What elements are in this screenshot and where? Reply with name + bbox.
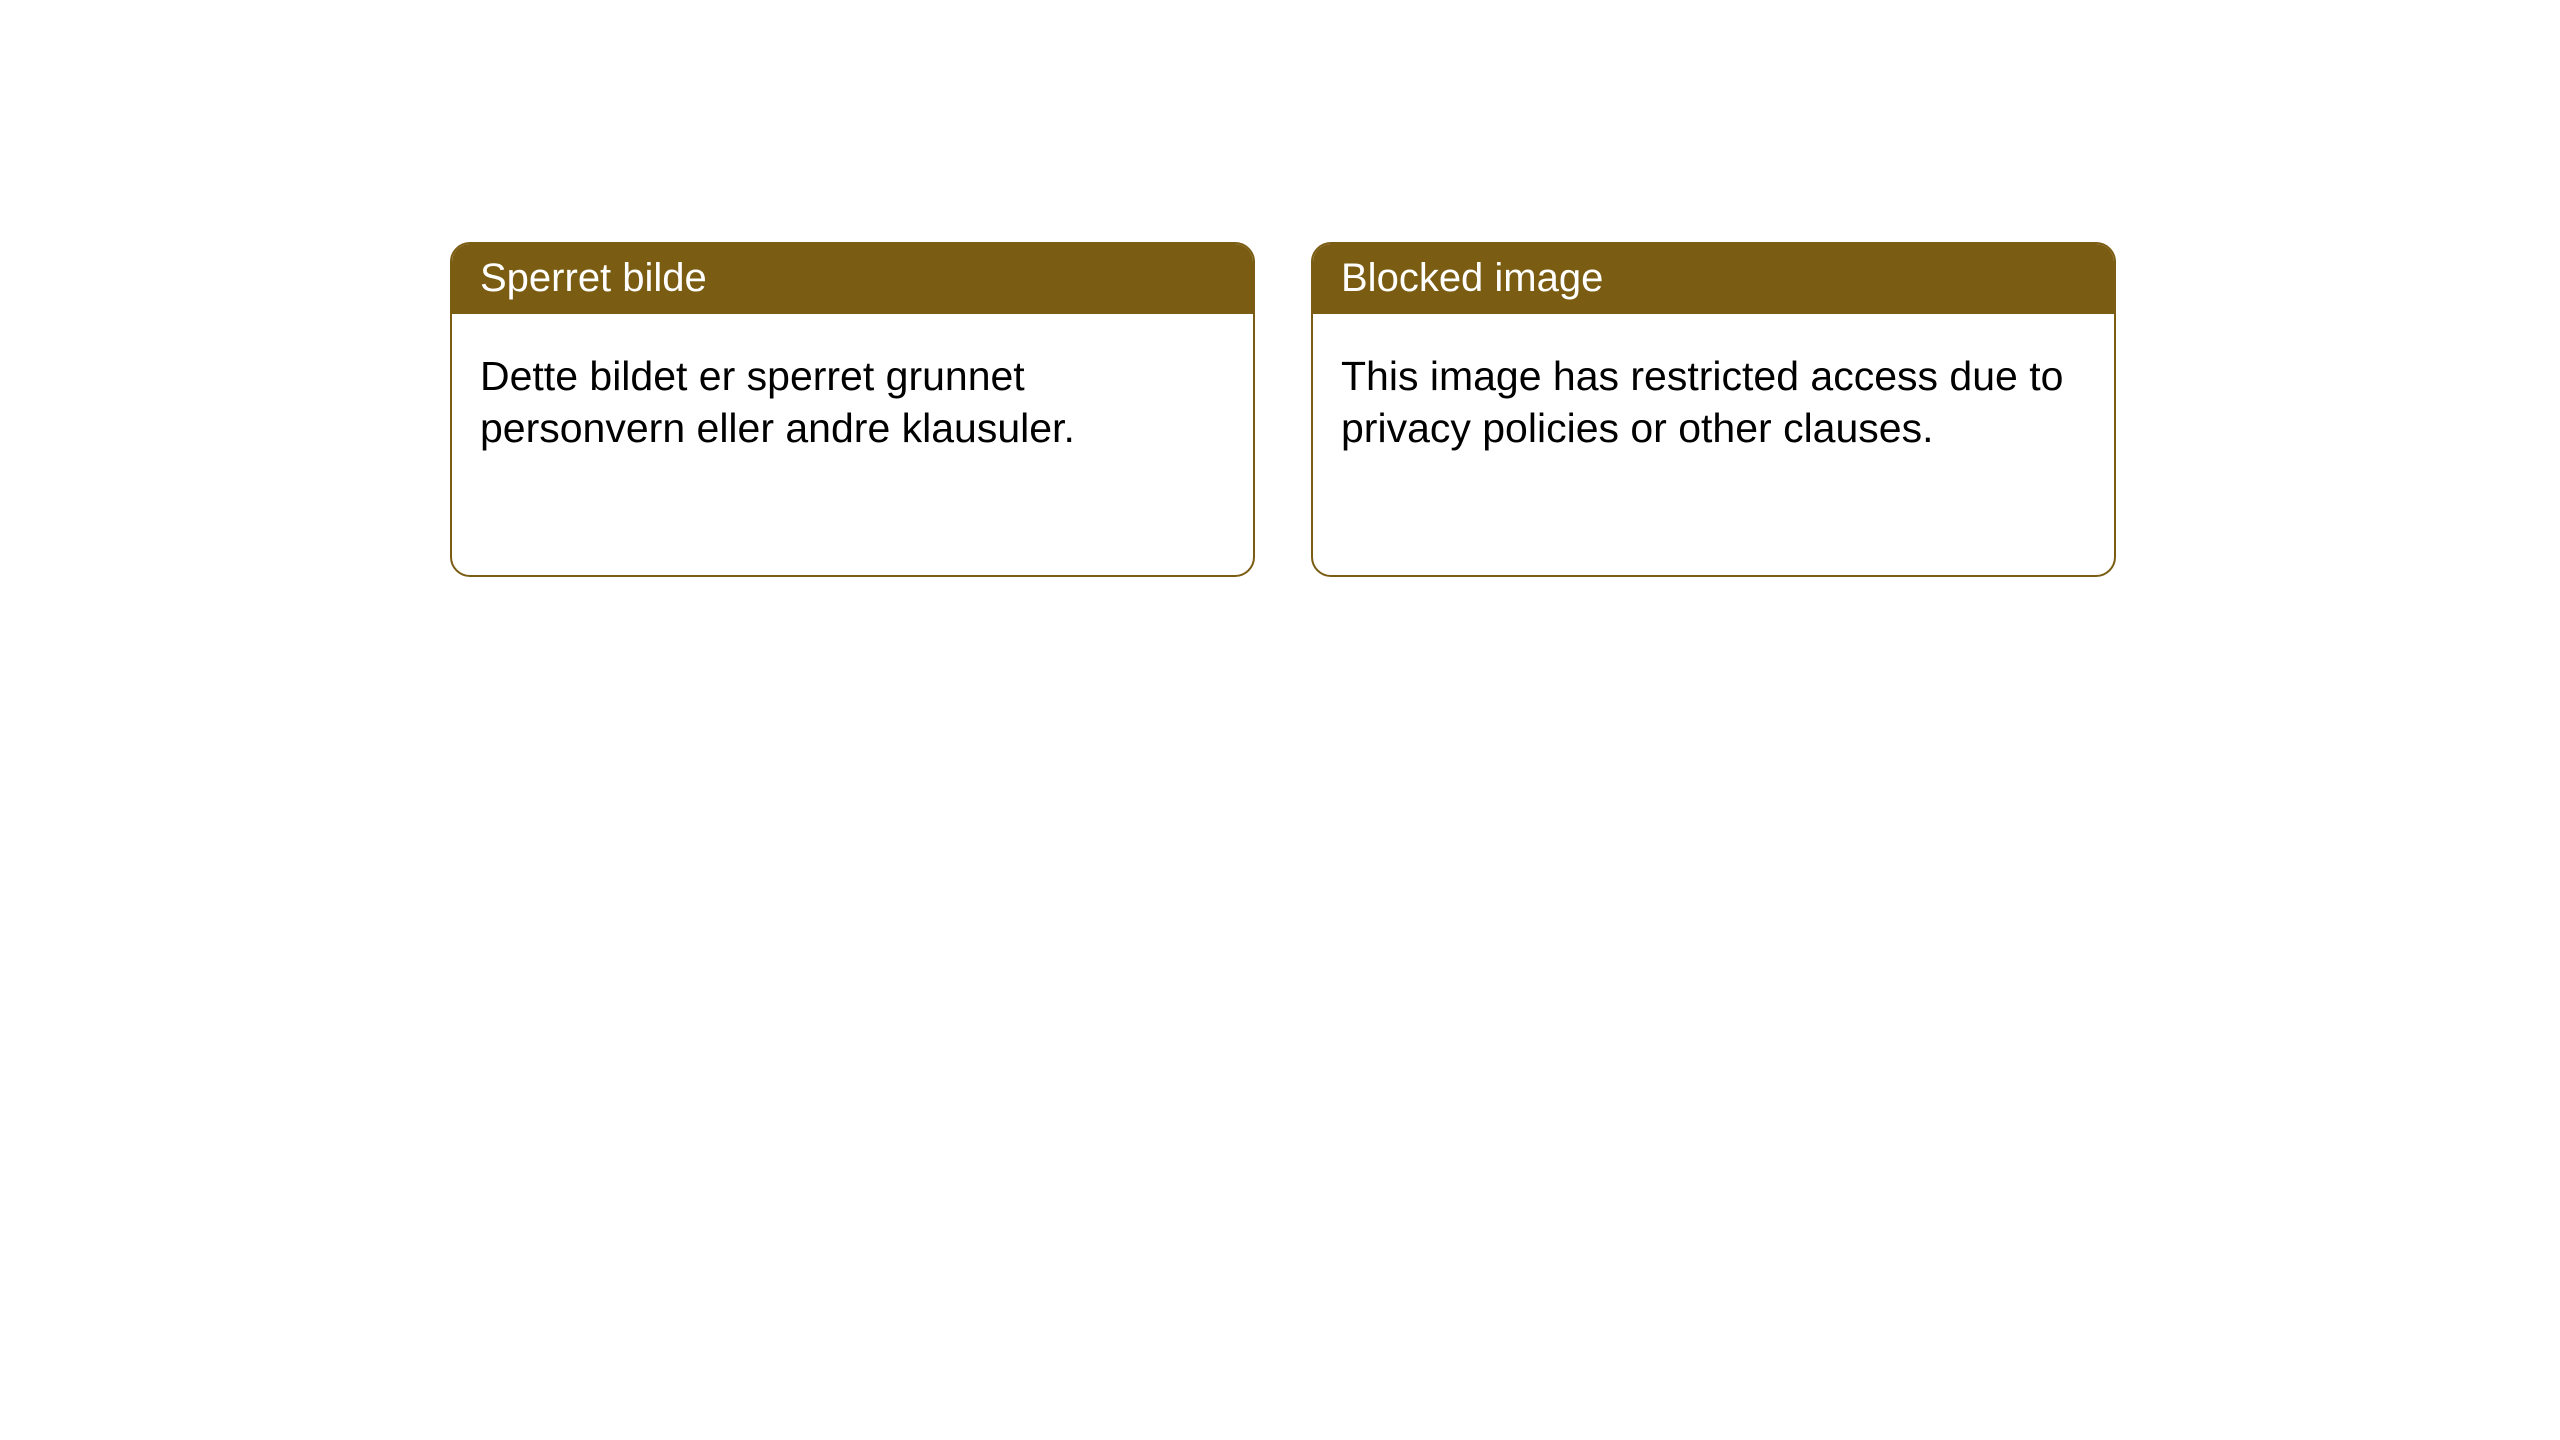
notice-card-norwegian: Sperret bilde Dette bildet er sperret gr… — [450, 242, 1255, 577]
notice-title-english: Blocked image — [1313, 244, 2114, 314]
notice-card-english: Blocked image This image has restricted … — [1311, 242, 2116, 577]
notice-body-english: This image has restricted access due to … — [1313, 314, 2114, 475]
notice-container: Sperret bilde Dette bildet er sperret gr… — [0, 0, 2560, 577]
notice-body-norwegian: Dette bildet er sperret grunnet personve… — [452, 314, 1253, 475]
notice-title-norwegian: Sperret bilde — [452, 244, 1253, 314]
